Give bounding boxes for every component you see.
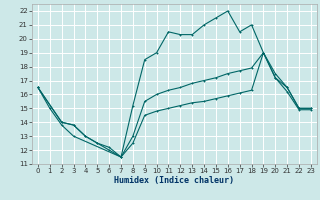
X-axis label: Humidex (Indice chaleur): Humidex (Indice chaleur) bbox=[115, 176, 234, 185]
